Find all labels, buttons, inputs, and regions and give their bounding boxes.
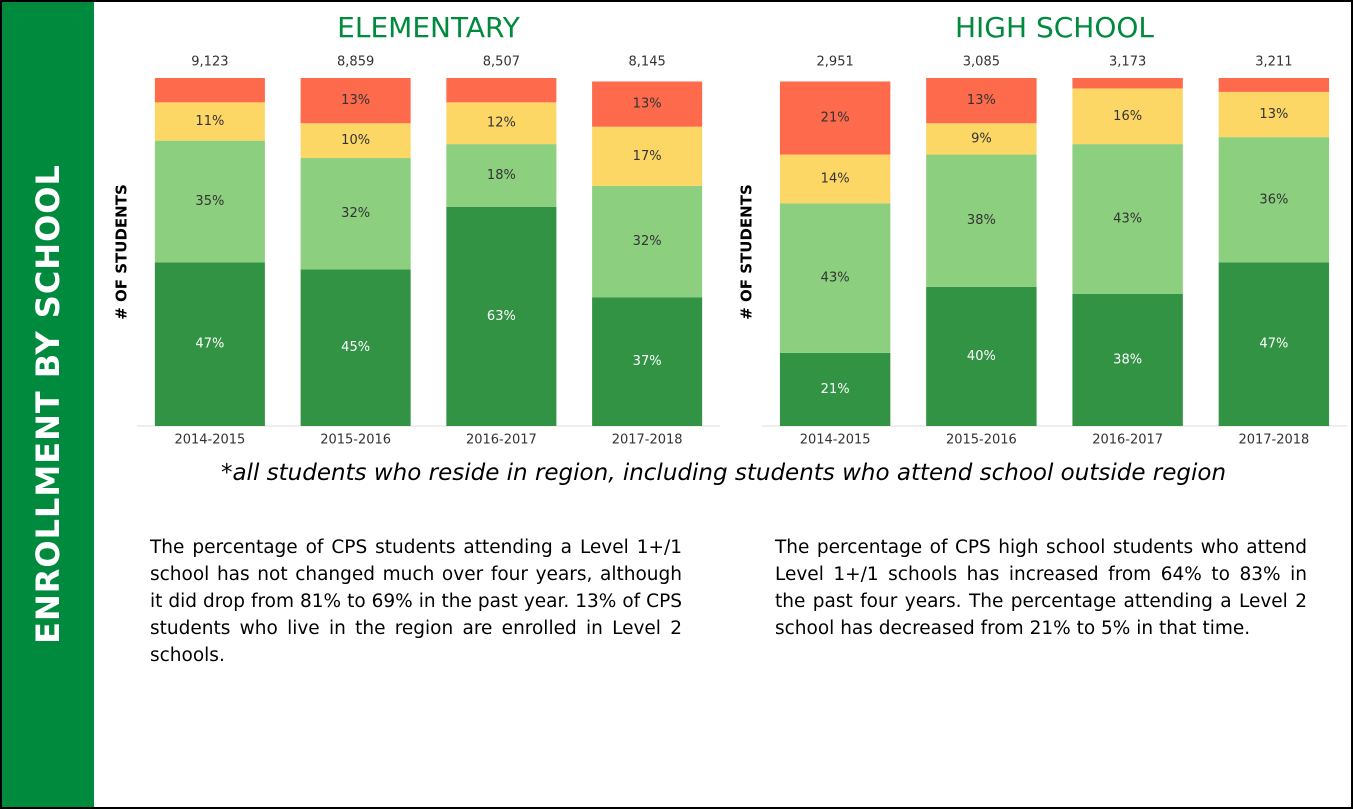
value-label: 21%	[821, 111, 850, 126]
value-label: 32%	[341, 206, 370, 221]
value-label: 11%	[195, 114, 224, 129]
value-label: 17%	[633, 149, 662, 164]
chart-title: HIGH SCHOOL	[955, 11, 1154, 44]
bar-segment	[926, 154, 1037, 287]
x-tick-label: 2017-2018	[612, 433, 683, 448]
bar-segment	[154, 102, 265, 141]
note: The percentage of CPS students attending…	[150, 537, 682, 666]
bar-segment	[779, 81, 891, 155]
bar-segment	[300, 158, 411, 270]
note: The percentage of CPS high school studen…	[775, 537, 1307, 639]
value-label: 40%	[967, 349, 996, 364]
bar-segment	[1072, 88, 1183, 145]
value-label: 45%	[341, 340, 370, 355]
bar-segment	[1218, 262, 1330, 426]
total-label: 8,145	[629, 55, 666, 70]
bar-segment	[154, 140, 265, 263]
bar-segment	[592, 126, 703, 186]
total-label: 3,211	[1255, 55, 1292, 70]
total-label: 2,951	[817, 55, 854, 70]
total-label: 3,173	[1109, 55, 1146, 70]
bar-segment	[1218, 91, 1330, 138]
x-tick-label: 2015-2016	[946, 433, 1017, 448]
bar-segment	[926, 123, 1037, 155]
x-tick-label: 2016-2017	[466, 433, 537, 448]
total-label: 9,123	[191, 55, 228, 70]
value-label: 13%	[967, 93, 996, 108]
bar-segment	[1072, 293, 1183, 426]
value-label: 35%	[195, 194, 224, 209]
value-label: 21%	[821, 382, 850, 397]
chart-title: ELEMENTARY	[337, 11, 521, 44]
y-axis-label: # OF STUDENTS	[113, 184, 131, 320]
sidebar: ENROLLMENT BY SCHOOL	[2, 2, 94, 807]
x-tick-label: 2015-2016	[320, 433, 391, 448]
value-label: 43%	[1113, 211, 1142, 226]
total-label: 3,085	[963, 55, 1000, 70]
bar-segment	[592, 297, 703, 426]
bar-segment	[1218, 137, 1330, 263]
bar-segment	[300, 123, 411, 159]
value-label: 18%	[487, 168, 516, 183]
bar-segment	[446, 144, 557, 207]
bar-segment	[779, 352, 891, 426]
value-label: 9%	[971, 131, 992, 146]
x-tick-label: 2016-2017	[1092, 433, 1163, 448]
bar-segment	[446, 102, 557, 145]
value-label: 63%	[487, 309, 516, 324]
bar-segment	[154, 262, 265, 426]
bar-segment	[300, 78, 411, 124]
x-tick-label: 2014-2015	[800, 433, 871, 448]
x-tick-label: 2014-2015	[174, 433, 245, 448]
bar-segment	[1072, 78, 1183, 89]
value-label: 16%	[1113, 109, 1142, 124]
value-label: 38%	[1113, 352, 1142, 367]
bar-segment	[446, 78, 557, 103]
bar-segment	[779, 203, 891, 353]
bar-segment	[926, 286, 1037, 426]
bar-segment	[1072, 144, 1183, 294]
total-label: 8,859	[337, 55, 374, 70]
value-label: 43%	[821, 271, 850, 286]
bar-segment	[779, 154, 891, 204]
bar-segment	[300, 269, 411, 426]
bar-segment	[926, 78, 1037, 124]
value-label: 14%	[821, 171, 850, 186]
value-label: 13%	[1259, 107, 1288, 122]
value-label: 38%	[967, 213, 996, 228]
bar-segment	[592, 81, 703, 127]
bar-segment	[154, 78, 265, 103]
value-label: 32%	[633, 234, 662, 249]
value-label: 36%	[1259, 192, 1288, 207]
value-label: 47%	[1259, 337, 1288, 352]
bar-segment	[592, 185, 703, 298]
total-label: 8,507	[483, 55, 520, 70]
value-label: 13%	[341, 93, 370, 108]
value-label: 37%	[633, 354, 662, 369]
bar-segment	[1218, 78, 1330, 92]
value-label: 10%	[341, 133, 370, 148]
y-axis-label: # OF STUDENTS	[738, 184, 756, 320]
value-label: 12%	[487, 116, 516, 131]
x-tick-label: 2017-2018	[1238, 433, 1309, 448]
value-label: 13%	[633, 97, 662, 112]
bar-segment	[446, 206, 557, 426]
footnote: *all students who reside in region, incl…	[220, 460, 1227, 486]
value-label: 47%	[195, 337, 224, 352]
